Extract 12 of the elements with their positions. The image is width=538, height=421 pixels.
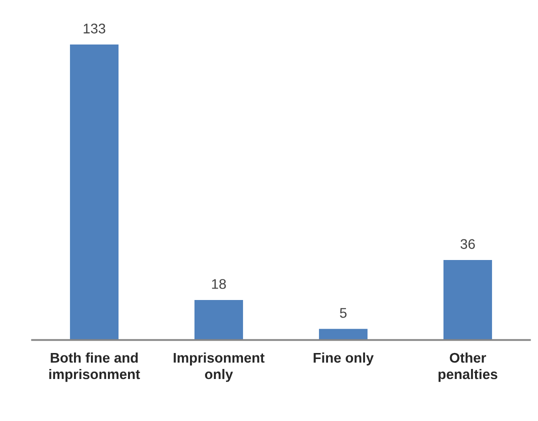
- x-tick-label: Both fine and imprisonment: [49, 352, 140, 382]
- x-tick-label: Other penalties: [438, 352, 498, 382]
- data-label: 36: [460, 239, 475, 249]
- data-label: 18: [212, 279, 226, 289]
- data-label: 5: [340, 308, 347, 318]
- bar: [70, 44, 119, 340]
- bar: [194, 300, 244, 340]
- data-label: 133: [84, 24, 106, 34]
- bar: [443, 260, 492, 340]
- x-tick-label: Fine only: [314, 352, 374, 366]
- bar: [318, 328, 368, 340]
- x-tick-label: Imprisonment only: [174, 352, 264, 382]
